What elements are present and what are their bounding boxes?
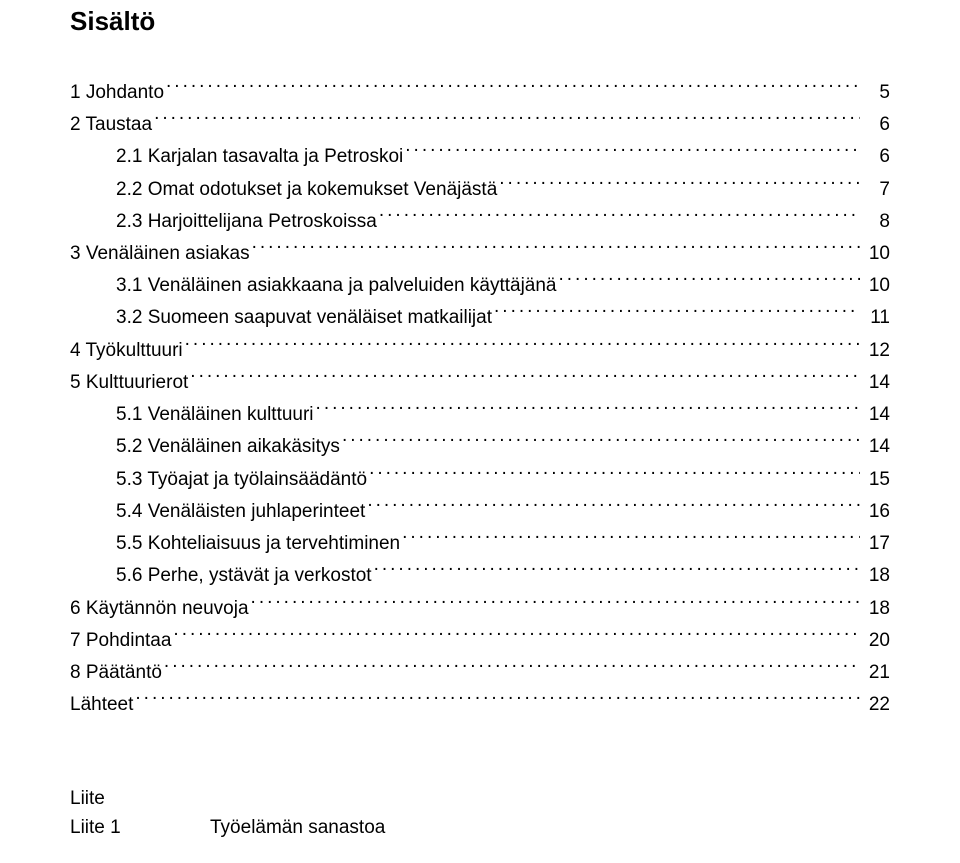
toc-entry: 4 Työkulttuuri 12 — [70, 333, 890, 365]
toc-entry: 5.5 Kohteliaisuus ja tervehtiminen 17 — [70, 526, 890, 558]
toc-leader-dots — [173, 623, 860, 646]
toc-page-number: 6 — [862, 142, 890, 171]
toc-leader-dots — [164, 655, 860, 678]
toc-page-number: 15 — [862, 465, 890, 494]
toc-label: 5.6 Perhe, ystävät ja verkostot — [116, 561, 372, 590]
toc-page-number: 22 — [862, 690, 890, 719]
toc-entry: 2.2 Omat odotukset ja kokemukset Venäjäs… — [70, 172, 890, 204]
toc-leader-dots — [185, 333, 860, 356]
toc-entry: 2.1 Karjalan tasavalta ja Petroskoi 6 — [70, 139, 890, 171]
toc-label: 5.4 Venäläisten juhlaperinteet — [116, 497, 365, 526]
toc-leader-dots — [166, 75, 860, 98]
toc-leader-dots — [316, 397, 860, 420]
toc-entry: 6 Käytännön neuvoja 18 — [70, 591, 890, 623]
toc-leader-dots — [252, 236, 860, 259]
toc-leader-dots — [405, 139, 860, 162]
toc-label: 5 Kulttuurierot — [70, 368, 188, 397]
page-title: Sisältö — [70, 6, 890, 37]
toc-page-number: 17 — [862, 529, 890, 558]
toc-entry: 2 Taustaa 6 — [70, 107, 890, 139]
toc-page-number: 7 — [862, 175, 890, 204]
toc-label: Lähteet — [70, 690, 133, 719]
appendix-section: Liite Liite 1Työelämän sanastoa — [70, 784, 890, 843]
toc-label: 1 Johdanto — [70, 78, 164, 107]
toc-label: 5.1 Venäläinen kulttuuri — [116, 400, 314, 429]
appendix-heading: Liite — [70, 784, 890, 813]
toc-label: 2.1 Karjalan tasavalta ja Petroskoi — [116, 142, 403, 171]
appendix-key: Liite 1 — [70, 813, 210, 842]
toc-label: 5.2 Venäläinen aikakäsitys — [116, 432, 340, 461]
toc-label: 2.2 Omat odotukset ja kokemukset Venäjäs… — [116, 175, 497, 204]
toc-entry: 5.3 Työajat ja työlainsäädäntö 15 — [70, 462, 890, 494]
toc-leader-dots — [499, 172, 860, 195]
table-of-contents: 1 Johdanto 52 Taustaa 62.1 Karjalan tasa… — [70, 75, 890, 720]
toc-page-number: 12 — [862, 336, 890, 365]
toc-leader-dots — [369, 462, 860, 485]
toc-page-number: 11 — [862, 303, 890, 332]
toc-label: 3.1 Venäläinen asiakkaana ja palveluiden… — [116, 271, 557, 300]
toc-page-number: 18 — [862, 594, 890, 623]
toc-entry: 5.2 Venäläinen aikakäsitys 14 — [70, 430, 890, 462]
toc-leader-dots — [402, 526, 860, 549]
toc-leader-dots — [379, 204, 860, 227]
toc-entry: 8 Päätäntö 21 — [70, 655, 890, 687]
toc-label: 6 Käytännön neuvoja — [70, 594, 249, 623]
toc-page-number: 20 — [862, 626, 890, 655]
toc-entry: 3.2 Suomeen saapuvat venäläiset matkaili… — [70, 301, 890, 333]
toc-label: 5.3 Työajat ja työlainsäädäntö — [116, 465, 367, 494]
toc-label: 7 Pohdintaa — [70, 626, 171, 655]
toc-page-number: 8 — [862, 207, 890, 236]
toc-entry: 7 Pohdintaa 20 — [70, 623, 890, 655]
toc-label: 2 Taustaa — [70, 110, 152, 139]
toc-page-number: 6 — [862, 110, 890, 139]
toc-leader-dots — [135, 687, 860, 710]
appendix-row: Liite 1Työelämän sanastoa — [70, 813, 890, 842]
toc-page-number: 14 — [862, 432, 890, 461]
toc-entry: 5 Kulttuurierot 14 — [70, 365, 890, 397]
toc-leader-dots — [494, 301, 860, 324]
toc-page-number: 5 — [862, 78, 890, 107]
toc-page-number: 18 — [862, 561, 890, 590]
toc-page-number: 16 — [862, 497, 890, 526]
toc-leader-dots — [374, 559, 860, 582]
toc-label: 8 Päätäntö — [70, 658, 162, 687]
toc-page-number: 10 — [862, 239, 890, 268]
toc-label: 3 Venäläinen asiakas — [70, 239, 250, 268]
toc-label: 2.3 Harjoittelijana Petroskoissa — [116, 207, 377, 236]
toc-label: 3.2 Suomeen saapuvat venäläiset matkaili… — [116, 303, 492, 332]
toc-entry: 5.4 Venäläisten juhlaperinteet 16 — [70, 494, 890, 526]
toc-leader-dots — [251, 591, 860, 614]
toc-leader-dots — [559, 268, 861, 291]
toc-leader-dots — [190, 365, 860, 388]
toc-entry: 3.1 Venäläinen asiakkaana ja palveluiden… — [70, 268, 890, 300]
toc-leader-dots — [154, 107, 860, 130]
appendix-value: Työelämän sanastoa — [210, 813, 385, 842]
toc-page-number: 14 — [862, 368, 890, 397]
toc-page-number: 21 — [862, 658, 890, 687]
toc-entry: 1 Johdanto 5 — [70, 75, 890, 107]
toc-page-number: 10 — [862, 271, 890, 300]
toc-entry: 5.6 Perhe, ystävät ja verkostot 18 — [70, 559, 890, 591]
toc-leader-dots — [367, 494, 860, 517]
toc-entry: 5.1 Venäläinen kulttuuri 14 — [70, 397, 890, 429]
document-page: Sisältö 1 Johdanto 52 Taustaa 62.1 Karja… — [0, 0, 960, 863]
toc-entry: 3 Venäläinen asiakas 10 — [70, 236, 890, 268]
toc-label: 4 Työkulttuuri — [70, 336, 183, 365]
toc-entry: Lähteet 22 — [70, 687, 890, 719]
toc-label: 5.5 Kohteliaisuus ja tervehtiminen — [116, 529, 400, 558]
toc-page-number: 14 — [862, 400, 890, 429]
toc-entry: 2.3 Harjoittelijana Petroskoissa 8 — [70, 204, 890, 236]
toc-leader-dots — [342, 430, 860, 453]
